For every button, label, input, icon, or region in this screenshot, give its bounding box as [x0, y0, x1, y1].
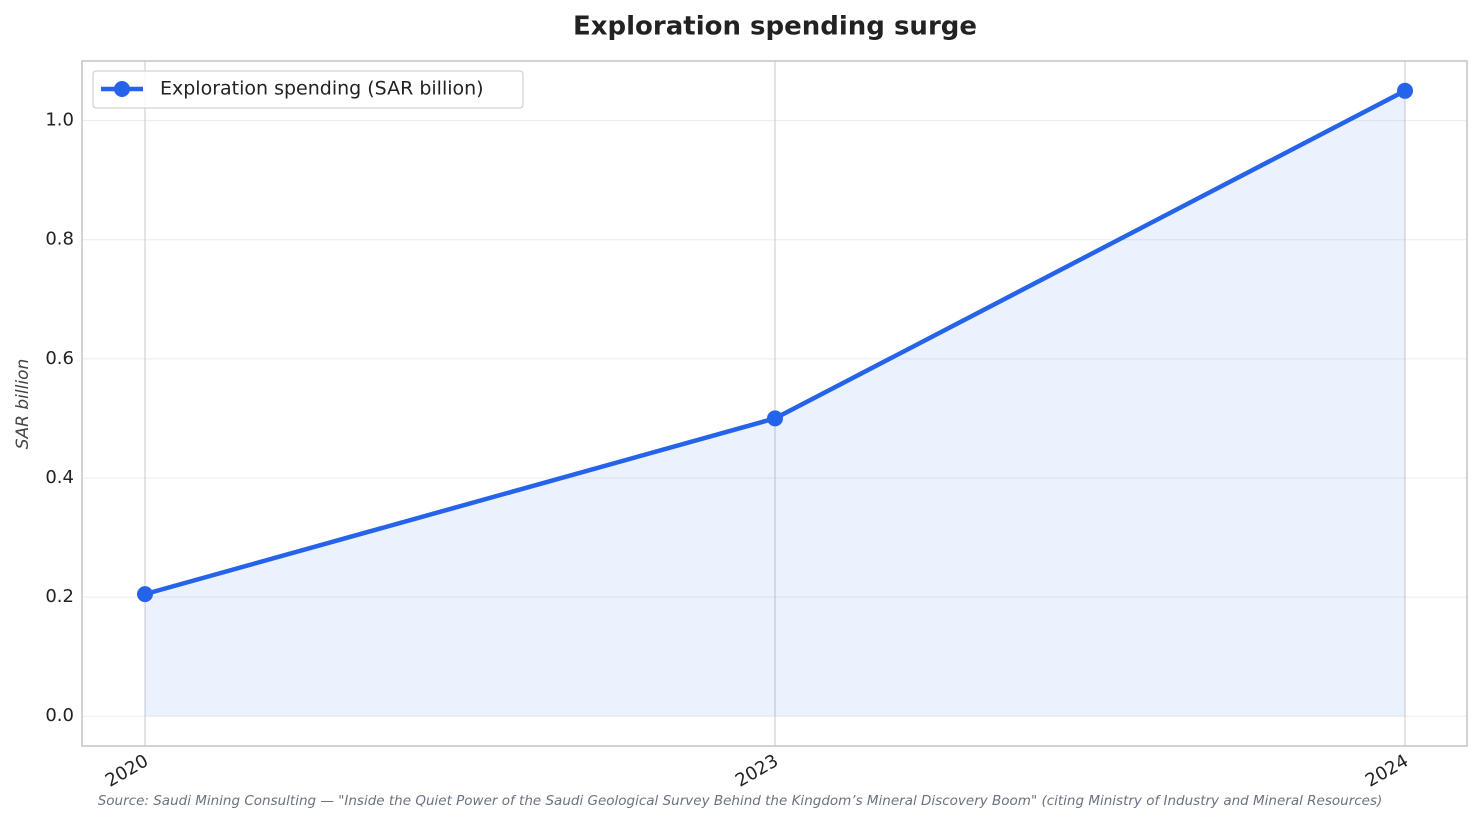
x-tick-label: 2024	[1362, 750, 1412, 791]
y-tick-label: 0.4	[45, 467, 74, 488]
point	[1397, 82, 1413, 99]
y-tick-label: 0.2	[45, 586, 74, 607]
y-tick-label: 0.8	[45, 229, 74, 250]
legend: Exploration spending (SAR billion)	[92, 70, 524, 109]
point	[767, 410, 783, 427]
source-note: Source: Saudi Mining Consulting — "Insid…	[98, 793, 1383, 809]
x-tick-label: 2023	[732, 750, 782, 791]
plot-frame	[81, 60, 1468, 747]
y-tick-label: 0.6	[45, 348, 74, 369]
y-tick-label: 1.0	[45, 110, 74, 131]
legend-marker	[114, 81, 130, 97]
y-axis-label: SAR billion	[13, 359, 33, 450]
x-tick-label: 2020	[102, 750, 152, 791]
legend-label: Exploration spending (SAR billion)	[160, 78, 484, 100]
point	[137, 586, 153, 603]
legend-box	[92, 70, 524, 109]
area	[145, 90, 1405, 717]
chart-title: Exploration spending surge	[573, 12, 977, 42]
y-tick-label: 0.0	[45, 705, 74, 726]
